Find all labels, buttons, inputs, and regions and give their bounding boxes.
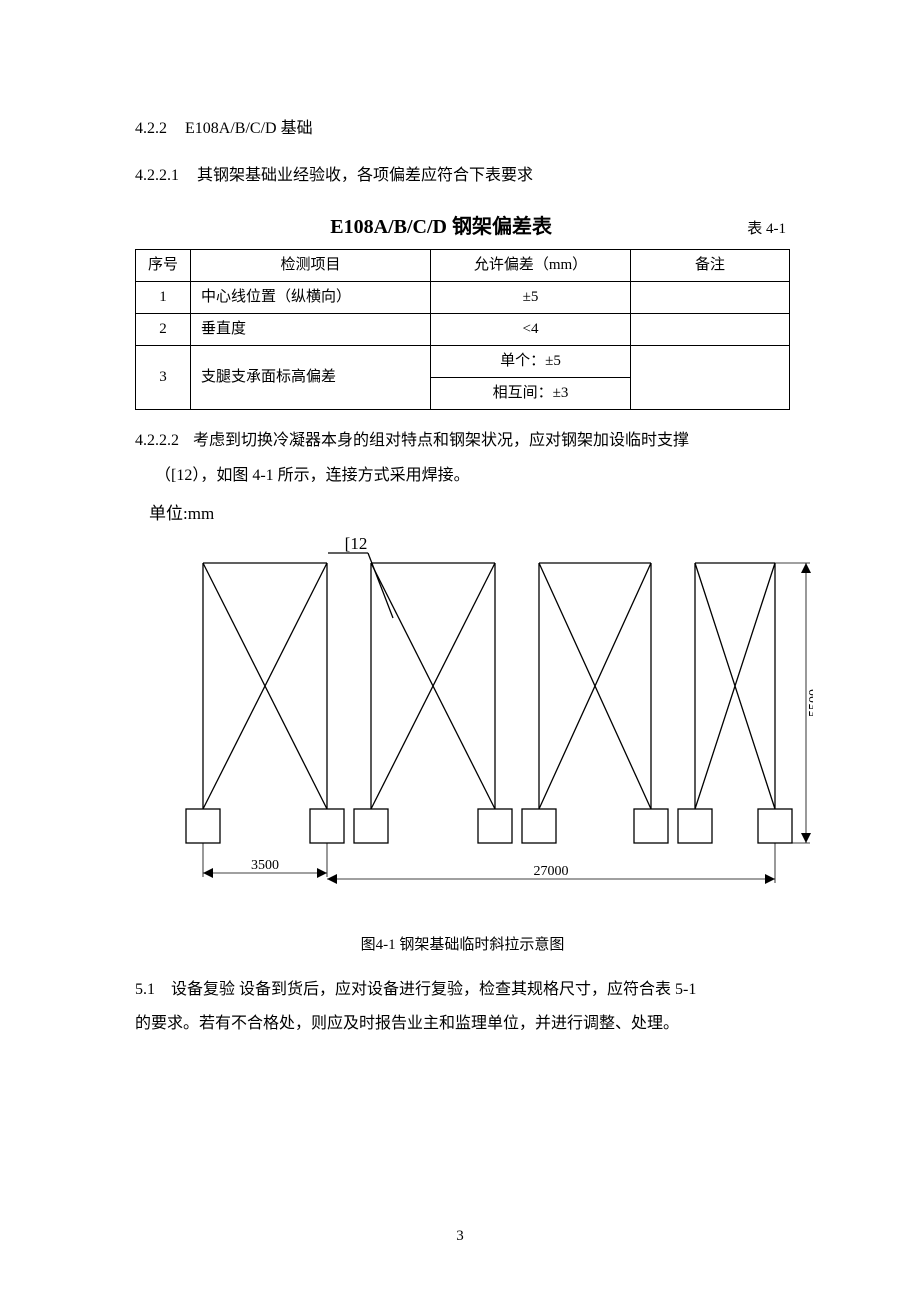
figure-unit-label: 单位:mm [149,499,790,530]
cell-tol: 单个：±5 [431,345,631,377]
table-title: E108A/B/C/D 钢架偏差表 [135,209,747,245]
cell-tol: <4 [431,313,631,345]
table-row: 3 支腿支承面标高偏差 单个：±5 [136,345,790,377]
heading-number: 4.2.2 [135,120,167,137]
th-item: 检测项目 [191,249,431,281]
table-title-row: E108A/B/C/D 钢架偏差表 表 4-1 [135,209,790,245]
paragraph-4-2-2-2: 4.2.2.2 考虑到切换冷凝器本身的组对特点和钢架状况，应对钢架加设临时支撑 [135,424,790,458]
paragraph-5-1-cont: 的要求。若有不合格处，则应及时报告业主和监理单位，并进行调整、处理。 [135,1007,790,1041]
svg-text:27000: 27000 [534,864,569,879]
paragraph-text: 考虑到切换冷凝器本身的组对特点和钢架状况，应对钢架加设临时支撑 [193,432,689,449]
document-page: 4.2.2 E108A/B/C/D 基础 4.2.2.1 其钢架基础业经验收，各… [0,0,920,1302]
figure-caption: 图4-1 钢架基础临时斜拉示意图 [135,932,790,959]
cell-tol: ±5 [431,281,631,313]
table-row: 1 中心线位置（纵横向） ±5 [136,281,790,313]
heading-number: 4.2.2.1 [135,167,179,184]
heading-4-2-2: 4.2.2 E108A/B/C/D 基础 [135,115,790,144]
cell-seq: 2 [136,313,191,345]
table-title-cn: 钢架偏差表 [452,216,552,238]
figure-svg: [12 3500 27000 5500 [153,533,813,903]
paragraph-4-2-2-2-cont: （[12），如图 4-1 所示，连接方式采用焊接。 [135,459,790,493]
table-row: 2 垂直度 <4 [136,313,790,345]
tolerance-table: 序号 检测项目 允许偏差（mm） 备注 1 中心线位置（纵横向） ±5 2 垂直… [135,249,790,410]
table-header-row: 序号 检测项目 允许偏差（mm） 备注 [136,249,790,281]
cell-note [631,281,790,313]
heading-text: 其钢架基础业经验收，各项偏差应符合下表要求 [197,167,533,184]
heading-4-2-2-1: 4.2.2.1 其钢架基础业经验收，各项偏差应符合下表要求 [135,162,790,191]
paragraph-text: 5.1 设备复验 设备到货后，应对设备进行复验，检查其规格尺寸，应符合表 5-1 [135,981,696,998]
svg-text:3500: 3500 [251,858,279,873]
th-note: 备注 [631,249,790,281]
cell-item: 支腿支承面标高偏差 [191,345,431,409]
cell-seq: 1 [136,281,191,313]
paragraph-5-1: 5.1 设备复验 设备到货后，应对设备进行复验，检查其规格尺寸，应符合表 5-1 [135,973,790,1007]
th-tol: 允许偏差（mm） [431,249,631,281]
cell-item: 中心线位置（纵横向） [191,281,431,313]
page-number: 3 [0,1223,920,1250]
table-number-label: 表 4-1 [747,216,786,243]
svg-text:[12: [12 [345,534,368,553]
th-seq: 序号 [136,249,191,281]
cell-tol: 相互间：±3 [431,377,631,409]
cell-item: 垂直度 [191,313,431,345]
cell-seq: 3 [136,345,191,409]
heading-text: E108A/B/C/D 基础 [185,120,313,137]
heading-number: 4.2.2.2 [135,432,179,449]
table-title-en: E108A/B/C/D [330,216,452,238]
cell-note [631,313,790,345]
figure-4-1: [12 3500 27000 5500 [153,533,813,914]
cell-note [631,345,790,409]
svg-text:5500: 5500 [807,689,813,717]
